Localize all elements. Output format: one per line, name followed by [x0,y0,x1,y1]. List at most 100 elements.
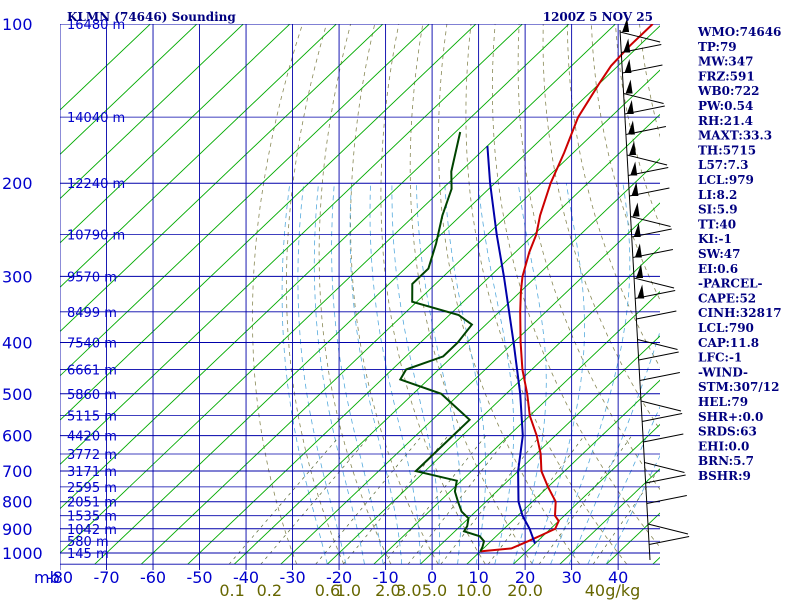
mixing-ratio-line [440,435,541,565]
pressure-unit-label: mb [34,568,60,587]
wind-barb [645,474,686,484]
index-line: TP:79 [698,40,737,54]
index-line: HEL:79 [698,395,748,409]
index-line: LI:8.2 [698,188,737,202]
height-label: 1042 m [67,523,117,538]
dry-adiabat [760,24,800,564]
wind-pennant [633,223,641,237]
isotherm [60,24,291,244]
isotherm [513,423,660,565]
wind-pennant [624,59,632,73]
height-label: 6661 m [67,364,117,379]
dry-adiabat [318,24,392,565]
wind-barb [649,536,690,545]
wind-staff-axis [619,29,651,561]
dry-adiabat [409,24,533,565]
pressure-tick-label: 900 [2,520,33,539]
index-line: MAXT:33.3 [698,129,772,143]
wind-barb [619,31,661,43]
index-line: TH:5715 [698,143,756,157]
pressure-tick-label: 300 [2,267,33,286]
isotherm [60,24,431,377]
index-line: SHR+:0.0 [698,410,763,424]
wind-pennant [629,141,637,155]
wind-barb [642,413,683,422]
isotherm [326,246,660,565]
moist-adiabat [568,329,660,565]
isotherm [280,202,660,565]
index-line: CAPE:52 [698,291,756,305]
mixing-ratio-line [228,435,341,565]
isotherm [60,24,151,111]
mixing-ratio-line [487,435,585,565]
moist-adiabat [444,183,486,565]
wind-barb [636,310,677,320]
mixing-ratio-label: 3.0 [396,581,421,600]
index-line: SI:5.9 [698,203,738,217]
dry-adiabat [517,24,660,491]
wind-barb [639,372,680,381]
isotherm [60,24,617,554]
moist-adiabat [550,183,631,565]
dry-adiabat [784,24,800,564]
moist-adiabat [587,405,660,565]
mixing-ratio-label: 2.0 [375,581,400,600]
index-line: SRDS:63 [698,425,757,439]
chart-time: 1200Z 5 NOV 25 [543,10,653,24]
isotherm [60,24,245,200]
mixing-ratio-line [592,467,660,565]
wind-pennant [622,18,630,32]
temperature-tick-label: -10 [373,568,399,587]
index-line: L57:7.3 [698,158,748,172]
temperature-tick-label: 20 [515,568,535,587]
wind-pennant [627,120,635,135]
dry-adiabat [542,24,660,431]
moist-adiabat [349,183,403,565]
index-line: TT:40 [698,217,736,231]
index-line: -PARCEL- [698,277,763,291]
dry-adiabat [252,24,303,565]
mixing-ratio-label: 40 [585,581,605,600]
index-line: WB0:722 [697,84,759,98]
moist-adiabat [531,183,585,565]
temperature-tick-label: 40 [608,568,628,587]
wind-pennant [623,38,631,53]
moist-adiabat [281,183,328,565]
index-line: BSHR:9 [698,469,751,483]
height-label: 3171 m [67,465,117,480]
height-label: 145 m [67,547,109,562]
index-line: SW:47 [698,247,740,261]
height-label: 4420 m [67,430,117,445]
wind-pennant [626,100,634,114]
index-line: MW:347 [698,55,753,69]
index-line: BRN:5.7 [698,454,754,468]
index-line: LCL:790 [698,321,754,335]
dry-adiabat [438,24,581,565]
wind-pennant [631,182,639,196]
series-dewpoint [398,131,486,552]
mixing-ratio-line [315,435,423,565]
index-line: CAP:11.8 [698,336,759,350]
temperature-tick-label: 30 [561,568,581,587]
mixing-ratio-label: 5.0 [422,581,447,600]
wind-barb [623,93,664,104]
height-label: 1535 m [67,510,117,525]
series-temperature [480,24,654,553]
isotherm [60,24,338,288]
height-label: 10790 m [67,229,125,244]
height-label: 16480 m [67,18,125,33]
wind-pennant [630,161,638,176]
wind-barb [638,351,679,361]
mixing-ratio-label: 0.6 [315,581,340,600]
dry-adiabat [350,24,439,565]
dry-adiabat [380,24,486,565]
pressure-tick-label: 700 [2,462,33,481]
stability-indices: WMO:74646TP:79MW:347FRZ:591WB0:722PW:0.5… [697,25,782,483]
index-line: LFC:-1 [698,351,742,365]
isotherm [60,24,384,333]
pressure-tick-label: 600 [2,427,33,446]
isotherm [60,24,524,466]
index-line: FRZ:591 [698,69,755,83]
mixing-ratio-line [383,435,487,565]
height-label: 8499 m [67,306,117,321]
